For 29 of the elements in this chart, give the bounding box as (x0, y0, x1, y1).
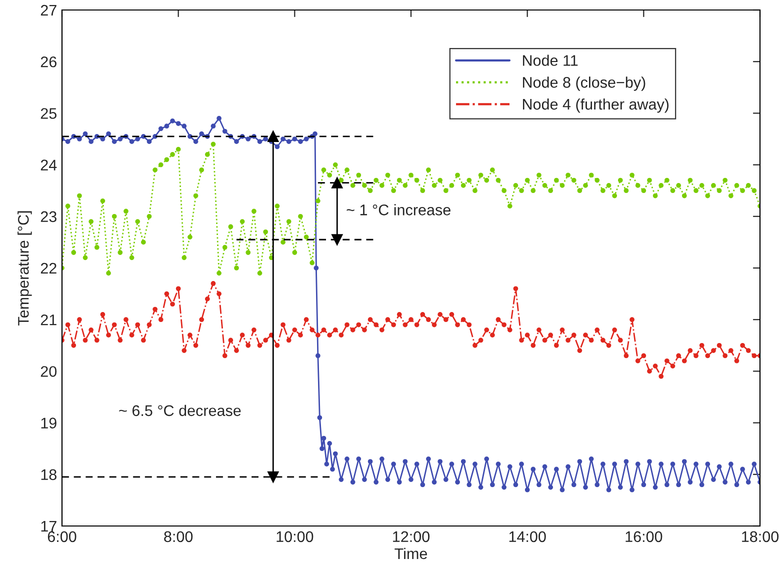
y-tick-label: 21 (40, 314, 56, 326)
annotation: ~ 6.5 °C decrease (119, 404, 241, 416)
y-tick-label: 24 (40, 160, 57, 170)
y-tick-label: 23 (40, 211, 56, 222)
x-tick-label: 18:00 (742, 531, 779, 542)
y-tick-label: 26 (40, 56, 56, 68)
x-tick-label: 14:00 (509, 531, 546, 542)
legend-label: Node 8 (close−by) (522, 76, 646, 91)
point (268, 471, 279, 483)
x-tick-label: 6:00 (48, 531, 76, 542)
y-tick-label: 19 (41, 418, 56, 428)
x-tick-label: 10:00 (276, 531, 314, 542)
point (332, 234, 343, 246)
x-axis-title: Time (394, 548, 428, 560)
y-tick-label: 18 (41, 469, 56, 480)
y-tick-label: 20 (40, 366, 57, 377)
y-tick-label: 27 (40, 4, 56, 16)
point (332, 177, 343, 188)
legend-label: Node 4 (further away) (522, 98, 669, 113)
y-tick-label: 25 (40, 108, 56, 119)
y-tick-label: 17 (41, 521, 56, 532)
y-tick-label: 22 (40, 262, 56, 274)
point (268, 130, 279, 142)
x-tick-label: 16:00 (626, 531, 662, 542)
y-axis-title: Temperature [°C] (18, 211, 32, 326)
annotation: ~ 1 °C increase (346, 204, 450, 216)
x-tick-label: 8:00 (164, 531, 193, 542)
legend-label: Node 11 (522, 54, 578, 66)
x-tick-label: 12:00 (393, 531, 430, 542)
